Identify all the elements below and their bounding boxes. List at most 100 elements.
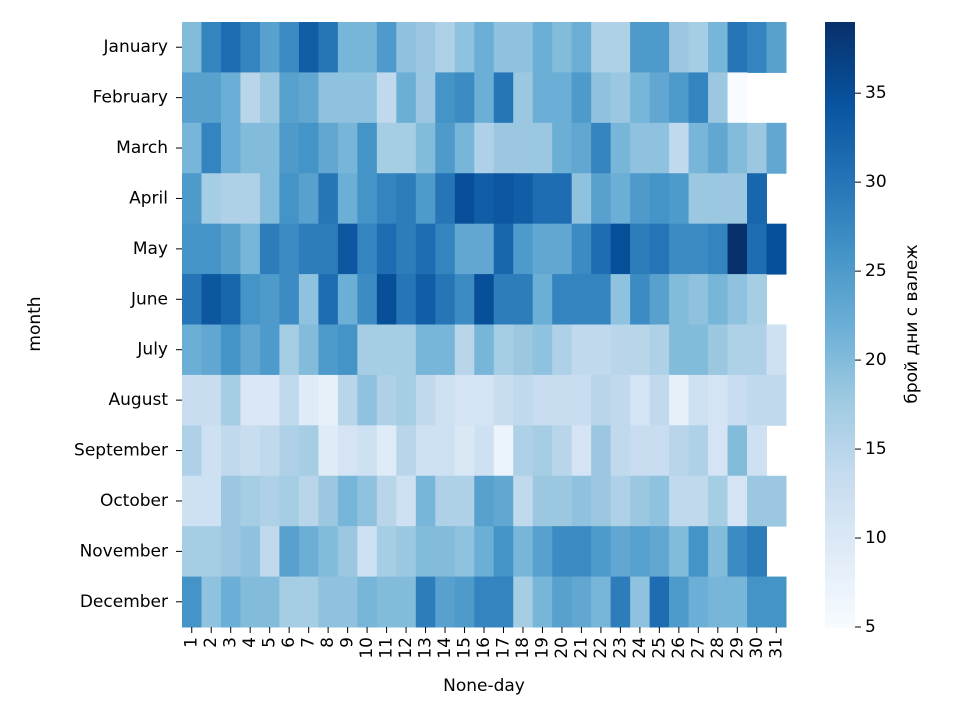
colorbar-segment bbox=[825, 170, 855, 174]
y-tick-label: September bbox=[74, 441, 168, 461]
heatmap-cell bbox=[532, 122, 553, 174]
colorbar-segment bbox=[825, 158, 855, 162]
colorbar-segment bbox=[825, 309, 855, 313]
heatmap-cell bbox=[669, 274, 690, 325]
colorbar-segment bbox=[825, 43, 855, 47]
heatmap-cell bbox=[435, 475, 456, 527]
colorbar-segment bbox=[825, 584, 855, 589]
colorbar-segment bbox=[825, 602, 855, 607]
heatmap-cell bbox=[279, 475, 300, 527]
heatmap-cell bbox=[318, 374, 339, 426]
heatmap-cell bbox=[318, 72, 339, 124]
heatmap-cell bbox=[610, 122, 631, 174]
heatmap-cell bbox=[415, 526, 436, 578]
heatmap-cell bbox=[474, 22, 495, 73]
heatmap-cell bbox=[727, 324, 748, 376]
colorbar-segment bbox=[825, 55, 855, 59]
heatmap-cell bbox=[747, 274, 768, 325]
heatmap-cell bbox=[415, 223, 436, 275]
heatmap-cell bbox=[337, 324, 358, 376]
colorbar-segment bbox=[825, 22, 855, 26]
heatmap-cell bbox=[669, 122, 690, 174]
y-tick-label: March bbox=[116, 138, 168, 158]
colorbar-segment bbox=[825, 590, 855, 595]
colorbar-segment bbox=[825, 596, 855, 601]
heatmap-cell bbox=[610, 274, 631, 325]
colorbar-segment bbox=[825, 518, 855, 522]
heatmap-cell bbox=[513, 72, 534, 124]
heatmap-cell bbox=[279, 72, 300, 124]
x-tick-label: 22 bbox=[591, 637, 611, 659]
colorbar-segment bbox=[825, 509, 855, 513]
heatmap-cell bbox=[298, 425, 319, 477]
colorbar-segment bbox=[825, 85, 855, 90]
heatmap-cell bbox=[259, 425, 280, 477]
heatmap-cell bbox=[474, 374, 495, 426]
colorbar-segment bbox=[825, 49, 855, 53]
colorbar-segment bbox=[825, 451, 855, 456]
heatmap-cell bbox=[396, 475, 417, 527]
heatmap-cell bbox=[591, 122, 612, 174]
heatmap-cell bbox=[513, 526, 534, 578]
colorbar-segment bbox=[825, 424, 855, 428]
heatmap-cell bbox=[630, 425, 651, 477]
colorbar-segment bbox=[825, 130, 855, 135]
colorbar-segment bbox=[825, 133, 855, 138]
heatmap-cell bbox=[493, 22, 514, 73]
heatmap-cell bbox=[708, 223, 729, 275]
heatmap-cell bbox=[708, 22, 729, 73]
heatmap-cell bbox=[220, 526, 241, 578]
heatmap-cell bbox=[376, 576, 397, 628]
heatmap-cell bbox=[708, 122, 729, 174]
colorbar-segment bbox=[825, 336, 855, 341]
heatmap-cell bbox=[747, 526, 768, 578]
heatmap-cell bbox=[552, 374, 573, 426]
heatmap-cell bbox=[513, 22, 534, 73]
colorbar-segment bbox=[825, 146, 855, 150]
colorbar-segment bbox=[825, 327, 855, 332]
heatmap-cell bbox=[454, 72, 475, 124]
heatmap-cell bbox=[571, 223, 592, 275]
heatmap-cell bbox=[298, 173, 319, 225]
colorbar-segment bbox=[825, 493, 855, 498]
x-tick-label: 28 bbox=[708, 637, 728, 659]
x-tick-label: 25 bbox=[649, 637, 669, 659]
heatmap-cell bbox=[630, 22, 651, 73]
heatmap-cell bbox=[435, 72, 456, 124]
heatmap-cell bbox=[493, 324, 514, 376]
heatmap-cell bbox=[708, 72, 729, 124]
colorbar-segment bbox=[825, 227, 855, 232]
heatmap-cell bbox=[240, 374, 261, 426]
colorbar-segment bbox=[825, 608, 855, 613]
heatmap-cell bbox=[708, 425, 729, 477]
heatmap-cell bbox=[513, 374, 534, 426]
heatmap-cell bbox=[201, 223, 222, 275]
heatmap-cell bbox=[220, 122, 241, 174]
heatmap-cell bbox=[376, 475, 397, 527]
colorbar-segment bbox=[825, 64, 855, 68]
heatmap-cell bbox=[474, 425, 495, 477]
colorbar-segment bbox=[825, 427, 855, 431]
colorbar-segment bbox=[825, 97, 855, 102]
colorbar-segment bbox=[825, 260, 855, 265]
colorbar-segment bbox=[825, 209, 855, 214]
y-tick-label: June bbox=[130, 289, 168, 309]
heatmap-cell bbox=[630, 223, 651, 275]
heatmap-cell bbox=[630, 122, 651, 174]
colorbar-segment bbox=[825, 527, 855, 531]
heatmap-cell bbox=[474, 475, 495, 527]
heatmap-cell bbox=[649, 223, 670, 275]
heatmap-cell bbox=[279, 324, 300, 376]
colorbar-segment bbox=[825, 194, 855, 199]
heatmap-cell bbox=[415, 173, 436, 225]
heatmap-cell bbox=[435, 122, 456, 174]
colorbar-segment bbox=[825, 197, 855, 202]
colorbar-segment bbox=[825, 400, 855, 404]
colorbar-segment bbox=[825, 149, 855, 153]
heatmap-cell bbox=[474, 173, 495, 225]
heatmap-cell bbox=[337, 526, 358, 578]
colorbar-segment bbox=[825, 506, 855, 510]
heatmap-cell bbox=[435, 22, 456, 73]
colorbar-segment bbox=[825, 218, 855, 223]
colorbar-segment bbox=[825, 136, 855, 141]
